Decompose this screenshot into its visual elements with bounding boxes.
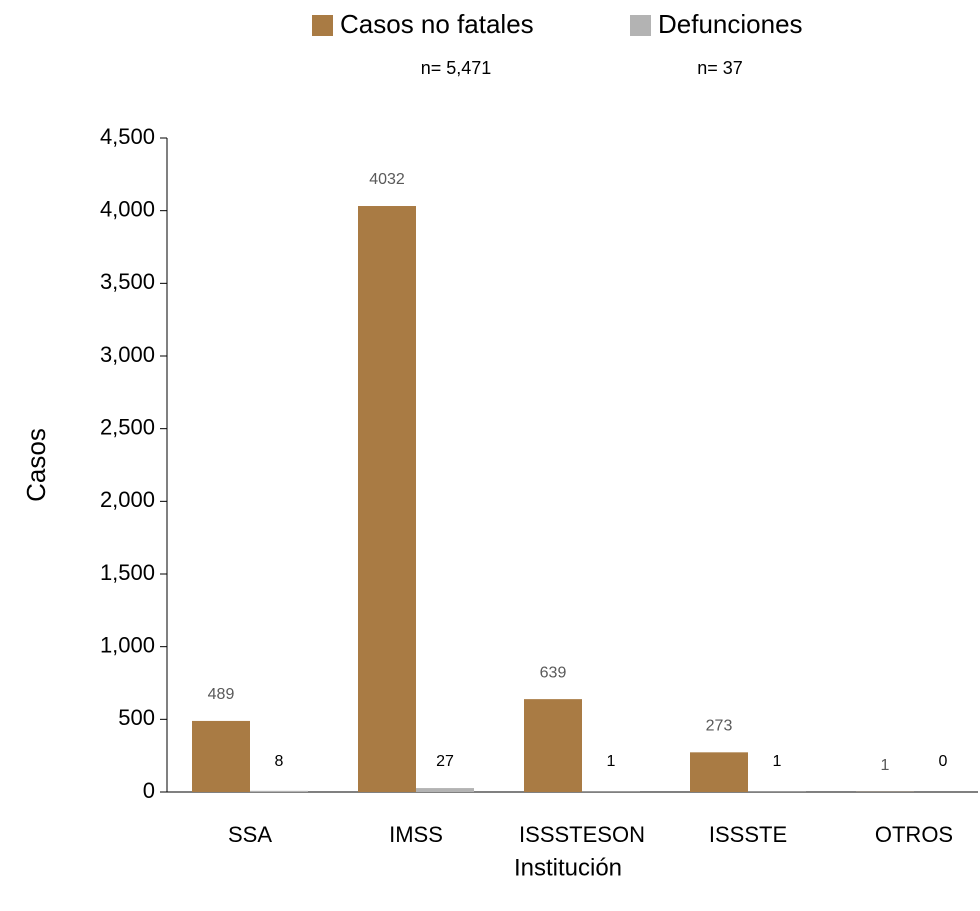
y-tick-label: 0	[143, 778, 155, 803]
legend-swatch	[312, 15, 333, 36]
legend-note: n= 37	[697, 58, 743, 78]
data-label: 1	[607, 753, 616, 770]
data-label: 1	[881, 757, 890, 774]
x-axis-title: Institución	[514, 854, 622, 881]
y-tick-label: 4,000	[100, 196, 155, 221]
legend-label: Defunciones	[658, 9, 803, 39]
legend-note: n= 5,471	[421, 58, 492, 78]
bar	[690, 752, 748, 792]
x-tick-label: ISSSTE	[709, 822, 787, 847]
legend-swatch	[630, 15, 651, 36]
x-tick-label: OTROS	[875, 822, 953, 847]
data-label: 0	[939, 753, 948, 770]
y-tick-label: 3,000	[100, 342, 155, 367]
data-label: 639	[540, 664, 567, 681]
y-tick-label: 3,500	[100, 269, 155, 294]
data-label: 489	[208, 686, 235, 703]
legend-label: Casos no fatales	[340, 9, 534, 39]
bar	[358, 206, 416, 793]
bar	[524, 699, 582, 792]
x-tick-label: SSA	[228, 822, 272, 847]
data-label: 1	[773, 753, 782, 770]
data-label: 4032	[369, 171, 405, 188]
data-label: 8	[275, 753, 284, 770]
y-tick-label: 4,500	[100, 124, 155, 149]
data-label: 273	[706, 718, 733, 735]
data-label: 27	[436, 753, 454, 770]
y-tick-label: 2,500	[100, 414, 155, 439]
bar	[192, 720, 250, 792]
x-tick-label: IMSS	[389, 822, 443, 847]
y-tick-label: 2,000	[100, 487, 155, 512]
y-tick-label: 1,000	[100, 632, 155, 657]
bar	[416, 788, 474, 792]
x-tick-label: ISSSTESON	[519, 822, 645, 847]
y-tick-label: 500	[118, 705, 155, 730]
bar	[250, 790, 308, 792]
y-axis-title: Casos	[21, 428, 51, 502]
y-tick-label: 1,500	[100, 560, 155, 585]
